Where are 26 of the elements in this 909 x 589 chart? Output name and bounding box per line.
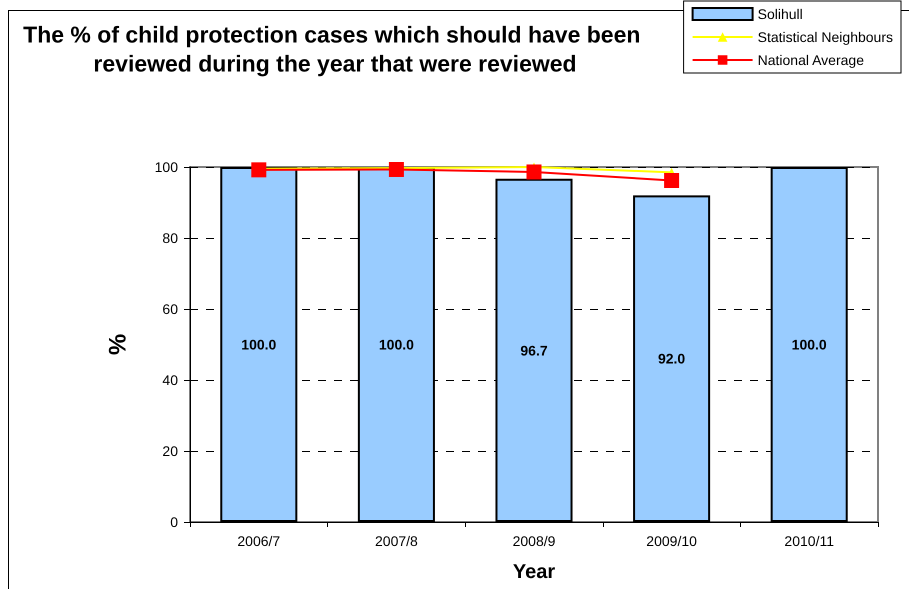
data-label: 100.0 [792, 336, 827, 352]
point [526, 164, 542, 180]
y-tick-label: 60 [162, 301, 178, 317]
legend-label: National Average [758, 52, 864, 68]
x-axis-title: Year [512, 561, 556, 583]
data-label: 96.7 [520, 342, 548, 358]
legend-label: Statistical Neighbours [758, 29, 894, 45]
y-tick-label: 40 [162, 372, 178, 388]
x-tick-label: 2008/9 [512, 533, 556, 549]
y-axis-title: % [104, 334, 132, 356]
chart-title: The % of child protection cases which should have been reviewed during the year that were reviewed [23, 22, 647, 76]
y-tick-label: 100 [154, 159, 178, 175]
legend-label: Solihull [758, 6, 803, 22]
data-label: 100.0 [241, 336, 277, 352]
y-tick-label: 0 [170, 514, 178, 530]
y-tick-label: 20 [162, 443, 178, 459]
data-label: 100.0 [378, 336, 414, 352]
y-tick-label: 80 [162, 230, 178, 246]
data-label: 92.0 [658, 350, 686, 367]
x-tick-label: 2010/11 [784, 533, 834, 549]
point [388, 162, 404, 177]
x-tick-label: 2006/7 [237, 533, 280, 549]
point [251, 162, 266, 178]
x-tick-label: 2009/10 [646, 533, 698, 549]
point [664, 172, 680, 188]
x-tick-label: 2007/8 [374, 533, 418, 549]
